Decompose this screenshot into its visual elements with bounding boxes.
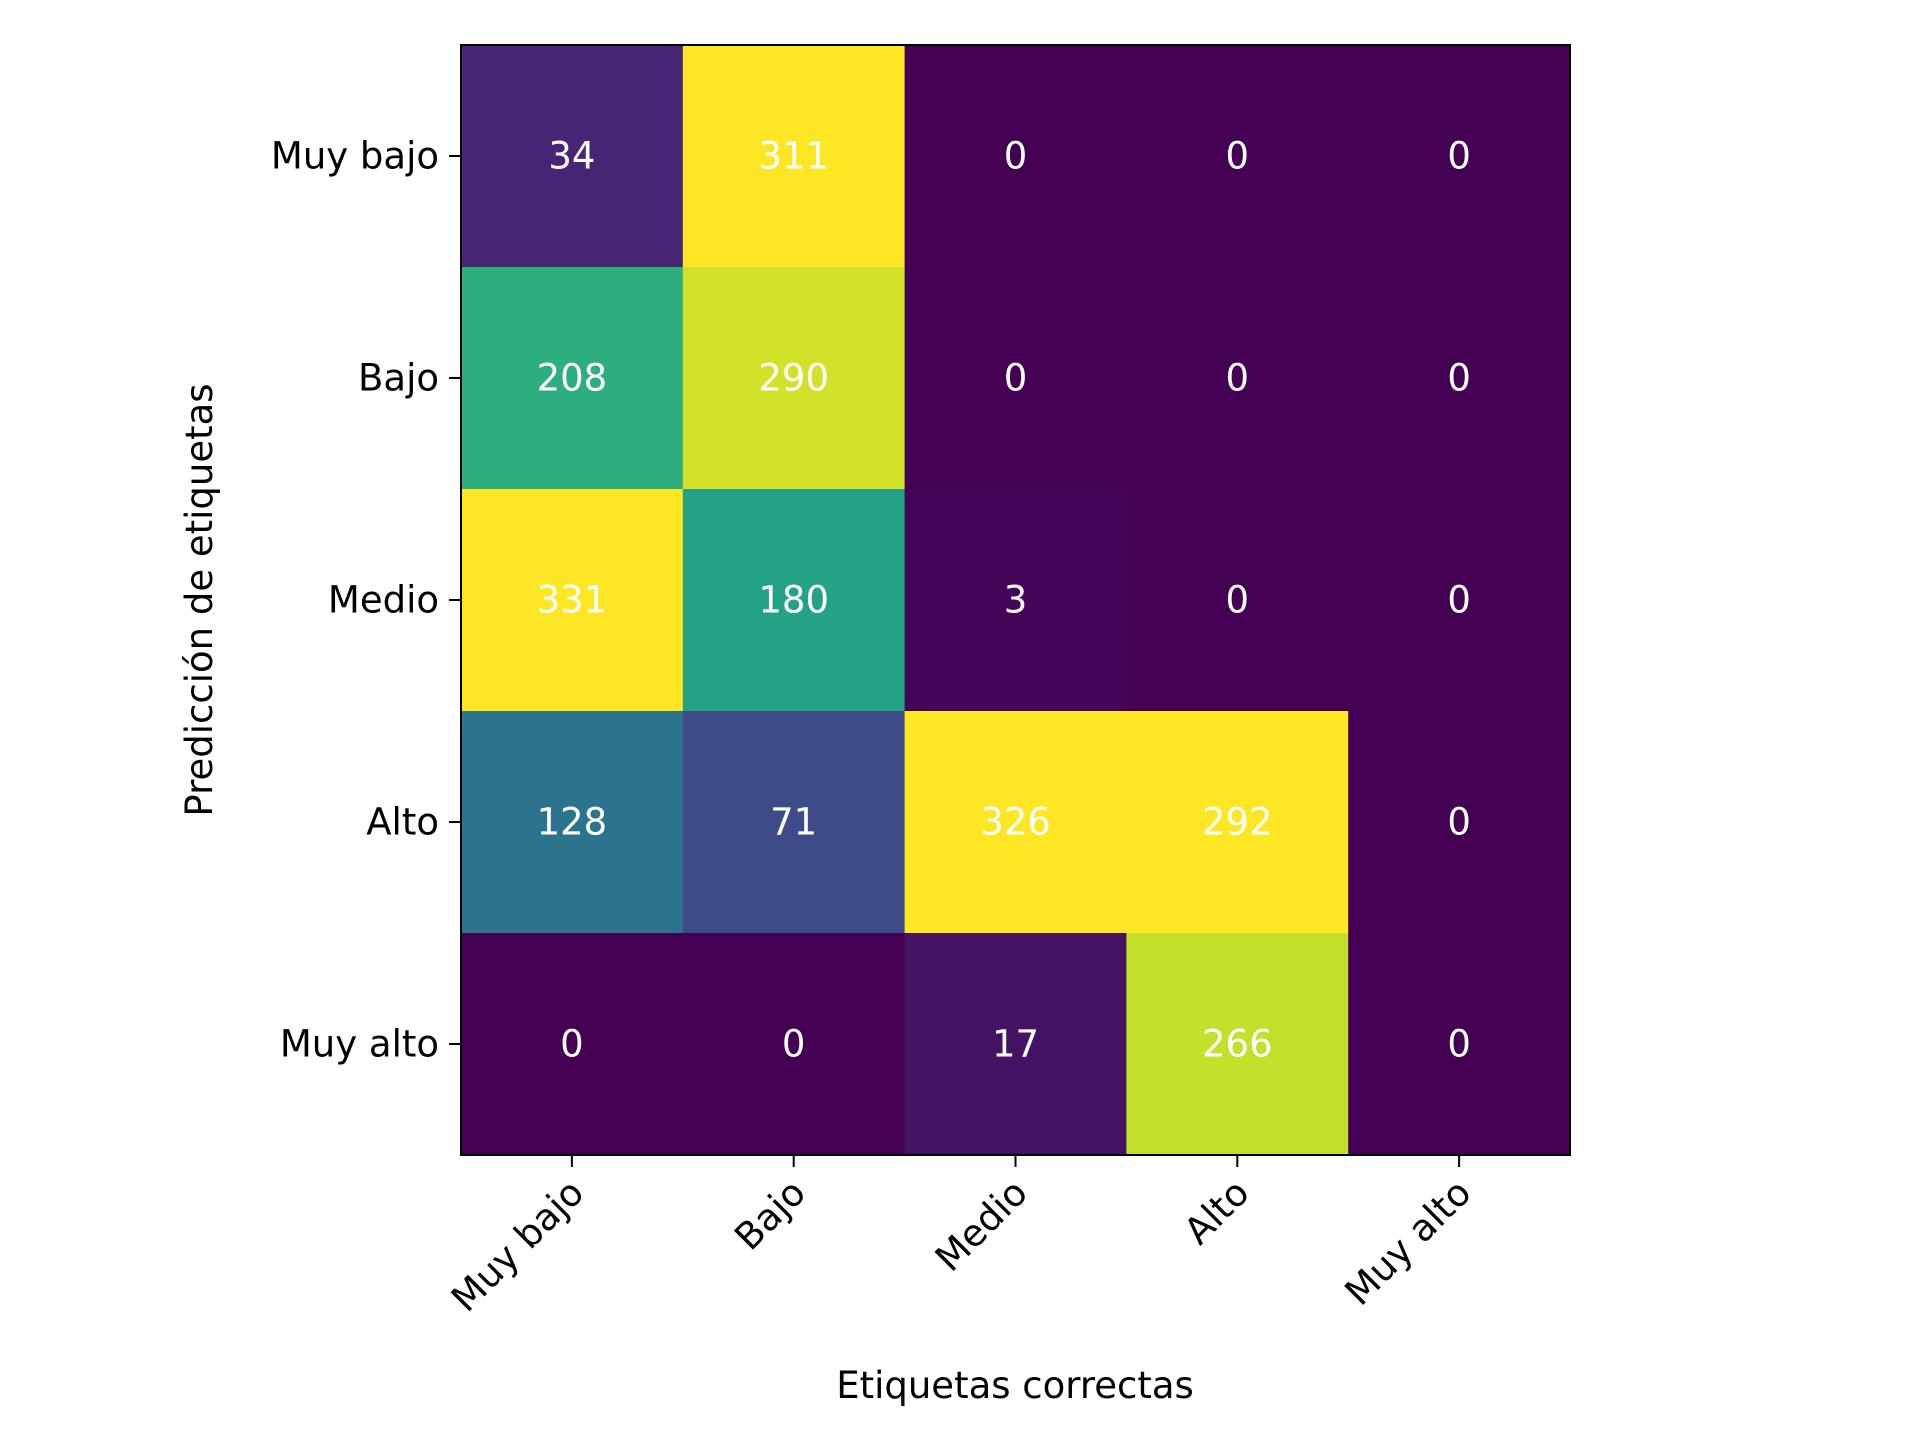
cell-value-label: 128 xyxy=(537,801,608,844)
heatmap-cell xyxy=(904,267,1127,490)
cell-value-label: 0 xyxy=(1226,579,1250,622)
heatmap-cell xyxy=(1126,267,1349,490)
heatmap-cell xyxy=(461,933,684,1156)
heatmap-cell xyxy=(1126,489,1349,712)
heatmap-cell xyxy=(682,45,906,268)
cell-value-label: 0 xyxy=(1004,357,1028,400)
heatmap-cell xyxy=(1348,45,1571,268)
y-tick-label: Bajo xyxy=(358,357,439,400)
heatmap-cell xyxy=(682,267,906,490)
cell-value-label: 0 xyxy=(1226,357,1250,400)
cell-value-label: 0 xyxy=(560,1023,584,1066)
heatmap-cell xyxy=(1348,489,1571,712)
x-tick-label: Medio xyxy=(927,1171,1036,1280)
cell-value-label: 0 xyxy=(1447,1023,1471,1066)
x-axis-ticks: Muy bajo Bajo Medio Alto Muy alto xyxy=(443,1155,1479,1320)
heatmap-cell xyxy=(682,711,906,934)
cell-value-label: 180 xyxy=(758,579,829,622)
heatmap-cell xyxy=(1348,933,1571,1156)
cell-value-label: 292 xyxy=(1202,801,1273,844)
x-tick-label: Muy bajo xyxy=(443,1171,592,1320)
y-tick-label: Muy bajo xyxy=(271,135,439,178)
cell-value-label: 326 xyxy=(980,801,1051,844)
y-tick-label: Muy alto xyxy=(280,1023,439,1066)
heatmap-cell xyxy=(682,489,906,712)
heatmap-cell xyxy=(461,267,684,490)
x-tick-label: Alto xyxy=(1176,1171,1258,1253)
heatmap-cell xyxy=(1126,45,1349,268)
heatmap-cell xyxy=(461,711,684,934)
y-tick-label: Alto xyxy=(366,801,439,844)
heatmap-cell xyxy=(904,489,1127,712)
x-axis-label: Etiquetas correctas xyxy=(836,1364,1194,1407)
heatmap-cell xyxy=(1348,711,1571,934)
cell-value-label: 0 xyxy=(782,1023,806,1066)
heatmap-cell-labels: 34 311 0 0 0 208 290 0 0 0 331 180 3 0 0 128 71 326 292 0 0 0… xyxy=(537,135,1471,1066)
heatmap-cell xyxy=(682,933,906,1156)
heatmap-cell xyxy=(904,45,1127,268)
y-axis-label: Predicción de etiquetas xyxy=(178,383,221,816)
cell-value-label: 331 xyxy=(537,579,608,622)
heatmap-cell xyxy=(1126,711,1349,934)
heatmap-cell xyxy=(904,711,1127,934)
cell-value-label: 71 xyxy=(770,801,817,844)
cell-value-label: 311 xyxy=(758,135,829,178)
y-axis-ticks: Muy bajo Bajo Medio Alto Muy alto xyxy=(271,135,461,1066)
heatmap-cells xyxy=(461,45,1571,1156)
cell-value-label: 34 xyxy=(548,135,595,178)
cell-value-label: 266 xyxy=(1202,1023,1273,1066)
heatmap-cell xyxy=(904,933,1127,1156)
y-tick-label: Medio xyxy=(328,579,439,622)
cell-value-label: 3 xyxy=(1004,579,1028,622)
cell-value-label: 0 xyxy=(1447,579,1471,622)
cell-value-label: 0 xyxy=(1447,135,1471,178)
heatmap-cell xyxy=(461,489,684,712)
cell-value-label: 0 xyxy=(1226,135,1250,178)
cell-value-label: 208 xyxy=(537,357,608,400)
cell-value-label: 0 xyxy=(1004,135,1028,178)
cell-value-label: 290 xyxy=(758,357,829,400)
cell-value-label: 17 xyxy=(992,1023,1039,1066)
cell-value-label: 0 xyxy=(1447,357,1471,400)
heatmap-cell xyxy=(1126,933,1349,1156)
x-tick-label: Bajo xyxy=(726,1171,814,1259)
heatmap-cell xyxy=(1348,267,1571,490)
x-tick-label: Muy alto xyxy=(1337,1171,1480,1314)
heatmap-cell xyxy=(461,45,684,268)
cell-value-label: 0 xyxy=(1447,801,1471,844)
